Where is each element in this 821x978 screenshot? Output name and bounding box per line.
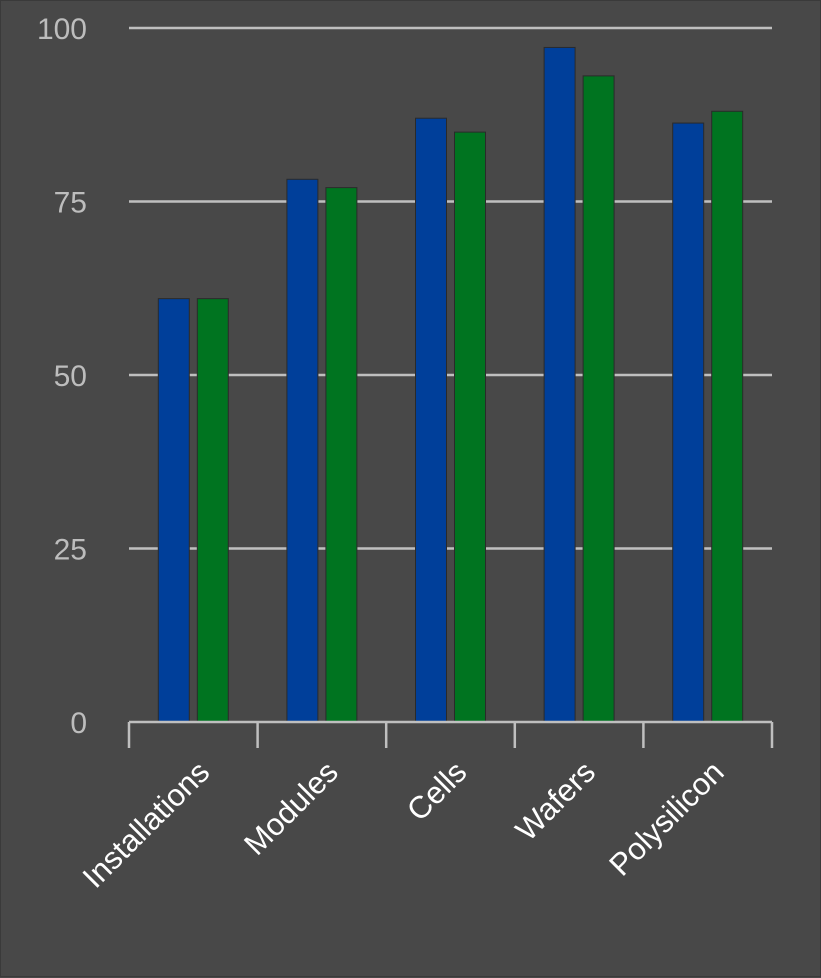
x-category-label: Installations [76,754,217,895]
bar-installations-series-2 [196,298,229,723]
x-axis [127,720,774,748]
bar-installations-series-1 [157,298,190,723]
y-tick-label: 25 [54,534,87,567]
y-tick-label: 100 [37,13,87,46]
bar-polysilicon-series-2 [711,110,744,723]
x-category-label: Polysilicon [602,754,730,882]
bar-wafers-series-1 [543,46,576,723]
x-category-label: Modules [237,754,345,862]
bar-wafers-series-2 [582,75,615,723]
bar-cells-series-2 [454,131,486,723]
y-tick-label: 50 [54,360,87,393]
bar-modules-series-1 [286,178,319,723]
bars [157,46,744,723]
y-tick-label: 0 [70,707,87,740]
x-category-label: Wafers [509,754,602,847]
bar-cells-series-1 [415,117,447,723]
x-axis-labels: Installations Modules Cells Wafers Polysilic… [76,754,731,895]
bar-polysilicon-series-1 [672,122,705,723]
y-axis-ticks: 0 25 50 75 100 [37,13,87,740]
y-tick-label: 75 [54,187,87,220]
bar-modules-series-2 [325,187,358,723]
x-category-label: Cells [400,754,473,827]
gridlines [129,26,772,550]
